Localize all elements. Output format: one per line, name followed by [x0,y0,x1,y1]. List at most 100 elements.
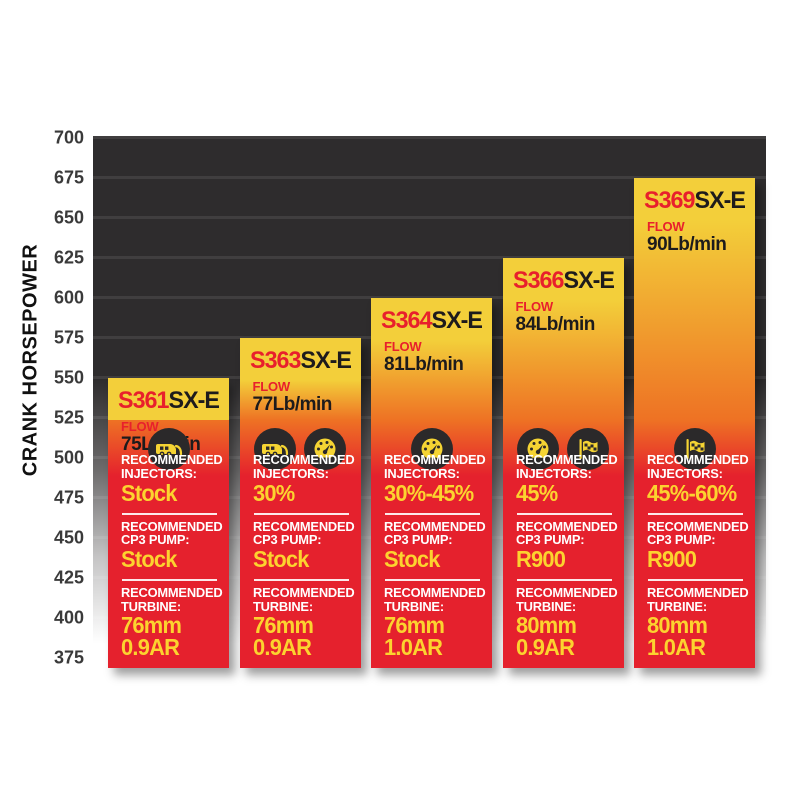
flow-label: FLOW [121,418,159,434]
divider [516,512,612,515]
turbine-section: RECOMMENDED TURBINE: 80mm 0.9AR [515,585,618,661]
usage-icons [240,428,361,470]
flow-spec: FLOW 84Lb/min [503,295,624,336]
cp3-label: RECOMMENDED CP3 PUMP: [252,518,355,548]
model-name: S364SX-E [373,307,490,335]
flow-label: FLOW [384,338,422,354]
gauge-icon [410,428,453,470]
flow-spec: FLOW 90Lb/min [634,215,755,256]
model-prefix: S363 [249,346,301,374]
flow-value: 81Lb/min [384,353,464,375]
recommendation-list: RECOMMENDED INJECTORS: 45%-60% RECOMMEND… [634,453,755,668]
injectors-label: RECOMMENDED INJECTORS: [647,452,749,481]
y-tick-label: 475 [53,487,84,507]
turbine-value-ar: 0.9AR [252,634,312,661]
model-name: S366SX-E [504,267,621,295]
flow-spec: FLOW 81Lb/min [371,335,492,376]
y-tick-label: 575 [53,327,84,347]
cp3-label: RECOMMENDED CP3 PUMP: [515,518,618,548]
cp3-label: RECOMMENDED CP3 PUMP: [121,518,223,548]
divider [648,512,743,515]
cp3-value: R900 [515,546,566,573]
turbine-section: RECOMMENDED TURBINE: 76mm 0.9AR [252,585,355,661]
turbine-label: RECOMMENDED TURBINE: [515,585,618,615]
y-tick-label: 525 [53,407,84,427]
model-suffix: SX-E [431,306,483,334]
flow-value: 77Lb/min [252,393,333,415]
injectors-value: 30%-45% [384,479,474,506]
flow-label: FLOW [647,218,685,234]
turbine-section: RECOMMENDED TURBINE: 76mm 0.9AR [121,585,223,661]
cp3-label: RECOMMENDED CP3 PUMP: [647,518,749,548]
flow-spec: FLOW 77Lb/min [240,375,361,416]
cp3-value: R900 [647,546,697,573]
model-suffix: SX-E [300,346,351,374]
turbine-value-mm: 80mm [647,611,708,638]
injectors-label: RECOMMENDED INJECTORS: [252,452,355,481]
divider [253,579,349,582]
recommendation-list: RECOMMENDED INJECTORS: Stock RECOMMENDED… [108,453,229,668]
turbine-value-ar: 0.9AR [515,634,575,661]
model-prefix: S364 [381,306,432,334]
turbine-label: RECOMMENDED TURBINE: [252,585,355,615]
recommendation-list: RECOMMENDED INJECTORS: 45% RECOMMENDED C… [503,453,624,668]
turbine-label: RECOMMENDED TURBINE: [121,585,223,615]
injectors-section: RECOMMENDED INJECTORS: Stock [121,452,223,507]
plot-area: S361SX-E FLOW 75Lb/min [93,136,766,676]
model-prefix: S366 [512,266,564,294]
model-name: S369SX-E [636,187,753,215]
injectors-section: RECOMMENDED INJECTORS: 30% [252,452,355,507]
y-axis-title: CRANK HORSEPOWER [19,243,42,477]
flag-icon [567,428,609,470]
model-suffix: SX-E [563,266,614,294]
divider [516,579,612,582]
recommendation-list: RECOMMENDED INJECTORS: 30% RECOMMENDED C… [240,453,361,668]
bar-s366sxe: S366SX-E FLOW 84Lb/min [502,257,624,668]
model-suffix: SX-E [694,186,746,214]
rv-icon [254,428,296,470]
flow-value: 90Lb/min [647,233,727,255]
cp3-section: RECOMMENDED CP3 PUMP: Stock [121,518,223,574]
injectors-label: RECOMMENDED INJECTORS: [121,452,223,481]
usage-icons [503,428,624,470]
turbine-value-mm: 76mm [121,611,182,638]
cp3-value: Stock [252,546,309,573]
injectors-value: Stock [121,479,177,506]
divider [385,512,480,515]
divider [122,579,217,582]
turbine-value-ar: 1.0AR [384,634,443,661]
model-name: S363SX-E [241,347,358,375]
turbine-section: RECOMMENDED TURBINE: 80mm 1.0AR [647,585,749,661]
injectors-label: RECOMMENDED INJECTORS: [384,452,486,481]
cp3-section: RECOMMENDED CP3 PUMP: Stock [384,518,486,574]
usage-icons [108,428,229,470]
y-tick-label: 650 [53,207,84,227]
flow-value: 84Lb/min [515,313,596,335]
turbine-value-ar: 0.9AR [121,634,180,661]
cp3-label: RECOMMENDED CP3 PUMP: [384,518,486,548]
y-tick-label: 675 [53,167,84,187]
cp3-value: Stock [384,546,440,573]
turbine-value-mm: 76mm [252,611,314,638]
injectors-value: 30% [252,479,295,506]
divider [385,579,480,582]
model-name: S361SX-E [110,387,227,415]
y-tick-label: 425 [53,567,84,587]
cp3-section: RECOMMENDED CP3 PUMP: R900 [515,518,618,574]
injectors-section: RECOMMENDED INJECTORS: 45%-60% [647,452,749,507]
divider [253,512,349,515]
y-tick-label: 625 [53,247,84,267]
bar-s364sxe: S364SX-E FLOW 81Lb/min [371,297,492,668]
flag-icon [673,428,716,470]
model-prefix: S361 [118,386,169,414]
injectors-section: RECOMMENDED INJECTORS: 45% [516,453,618,507]
usage-icons [371,428,492,470]
cp3-section: RECOMMENDED CP3 PUMP: Stock [252,518,355,574]
turbine-value-ar: 1.0AR [647,634,706,661]
flow-label: FLOW [515,298,554,314]
gauge-icon [304,428,346,470]
turbine-label: RECOMMENDED TURBINE: [647,585,749,615]
y-tick-label: 375 [53,647,84,667]
turbine-label: RECOMMENDED TURBINE: [384,585,486,615]
